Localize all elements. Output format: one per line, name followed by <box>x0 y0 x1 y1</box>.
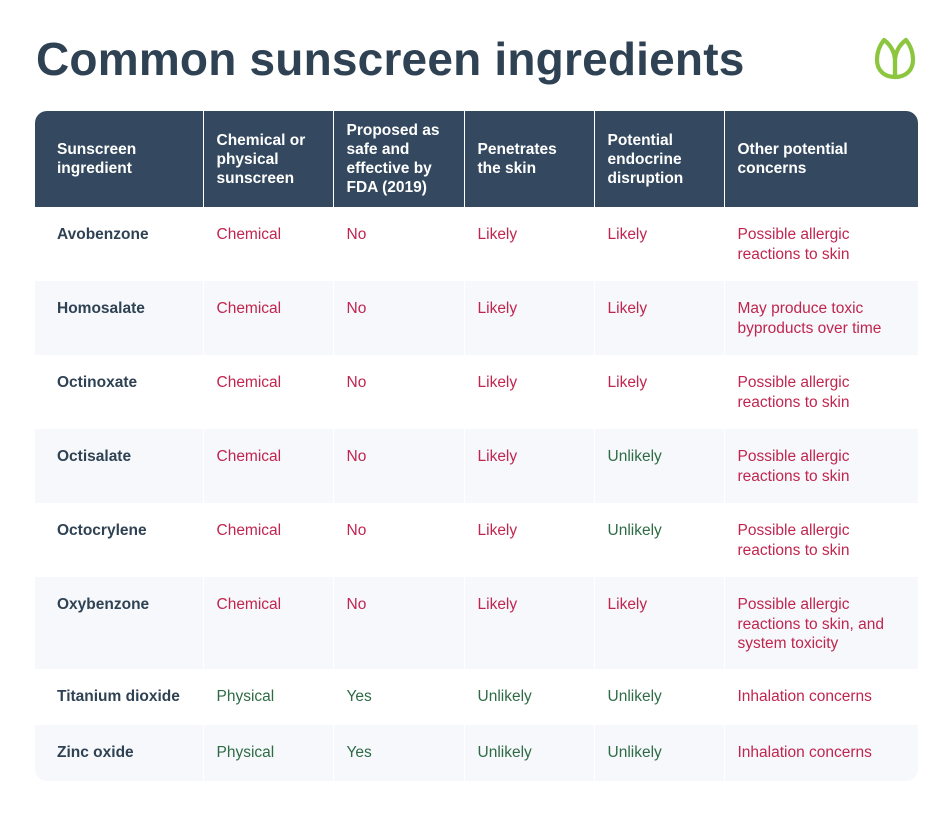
concerns-cell: Possible allergic reactions to skin <box>723 503 918 577</box>
table-row: Octisalate Chemical No Likely Unlikely P… <box>35 429 918 503</box>
concerns-cell: Possible allergic reactions to skin <box>723 355 918 429</box>
fda-cell: No <box>332 207 464 281</box>
table-row: Homosalate Chemical No Likely Likely May… <box>35 281 918 355</box>
concerns-cell: Possible allergic reactions to skin <box>723 207 918 281</box>
ingredients-table: Sunscreen ingredient Chemical or physica… <box>35 111 918 781</box>
concerns-cell: Inhalation concerns <box>723 725 918 781</box>
ingredient-name: Octocrylene <box>57 522 147 539</box>
header-chemical-or-physical: Chemical or physical sunscreen <box>202 111 333 207</box>
penetrates-cell: Unlikely <box>463 725 594 781</box>
ingredient-name: Octinoxate <box>57 374 138 391</box>
fda-cell: No <box>332 355 464 429</box>
type-cell: Physical <box>202 725 333 781</box>
penetrates-cell: Likely <box>463 281 594 355</box>
header-endocrine-disruption: Potential endocrine disruption <box>593 111 724 207</box>
header-ingredient: Sunscreen ingredient <box>57 141 137 177</box>
table-header-row: Sunscreen ingredient Chemical or physica… <box>35 111 918 207</box>
ingredient-name: Titanium dioxide <box>57 688 180 705</box>
fda-cell: No <box>332 281 464 355</box>
header-other-concerns: Other potential concerns <box>723 111 918 207</box>
type-cell: Physical <box>202 669 333 725</box>
endocrine-cell: Unlikely <box>593 669 724 725</box>
ingredient-name: Homosalate <box>57 300 145 317</box>
table-row: Oxybenzone Chemical No Likely Likely Pos… <box>35 577 918 669</box>
concerns-cell: Possible allergic reactions to skin, and… <box>723 577 918 669</box>
fda-cell: No <box>332 577 464 669</box>
penetrates-cell: Likely <box>463 429 594 503</box>
type-cell: Chemical <box>202 355 333 429</box>
table-row: Octinoxate Chemical No Likely Likely Pos… <box>35 355 918 429</box>
leaf-logo-icon <box>874 37 916 80</box>
ingredient-name: Octisalate <box>57 448 132 465</box>
header-penetrates-skin: Penetrates the skin <box>463 111 594 207</box>
endocrine-cell: Unlikely <box>593 725 724 781</box>
fda-cell: No <box>332 429 464 503</box>
page-title: Common sunscreen ingredients <box>36 33 745 85</box>
endocrine-cell: Likely <box>593 207 724 281</box>
table-row: Titanium dioxide Physical Yes Unlikely U… <box>35 669 918 725</box>
fda-cell: Yes <box>332 725 464 781</box>
ingredient-name: Oxybenzone <box>57 596 150 613</box>
penetrates-cell: Likely <box>463 355 594 429</box>
type-cell: Chemical <box>202 281 333 355</box>
penetrates-cell: Unlikely <box>463 669 594 725</box>
type-cell: Chemical <box>202 577 333 669</box>
fda-cell: No <box>332 503 464 577</box>
ingredient-name: Zinc oxide <box>57 744 134 761</box>
endocrine-cell: Unlikely <box>593 429 724 503</box>
concerns-cell: May produce toxic byproducts over time <box>723 281 918 355</box>
ingredient-name: Avobenzone <box>57 226 149 243</box>
penetrates-cell: Likely <box>463 207 594 281</box>
concerns-cell: Inhalation concerns <box>723 669 918 725</box>
endocrine-cell: Likely <box>593 577 724 669</box>
type-cell: Chemical <box>202 503 333 577</box>
fda-cell: Yes <box>332 669 464 725</box>
penetrates-cell: Likely <box>463 577 594 669</box>
concerns-cell: Possible allergic reactions to skin <box>723 429 918 503</box>
penetrates-cell: Likely <box>463 503 594 577</box>
endocrine-cell: Likely <box>593 355 724 429</box>
type-cell: Chemical <box>202 207 333 281</box>
table-row: Zinc oxide Physical Yes Unlikely Unlikel… <box>35 725 918 781</box>
header-fda-proposed-safe: Proposed as safe and effective by FDA (2… <box>332 111 464 207</box>
table-row: Avobenzone Chemical No Likely Likely Pos… <box>35 207 918 281</box>
endocrine-cell: Unlikely <box>593 503 724 577</box>
type-cell: Chemical <box>202 429 333 503</box>
endocrine-cell: Likely <box>593 281 724 355</box>
table-row: Octocrylene Chemical No Likely Unlikely … <box>35 503 918 577</box>
